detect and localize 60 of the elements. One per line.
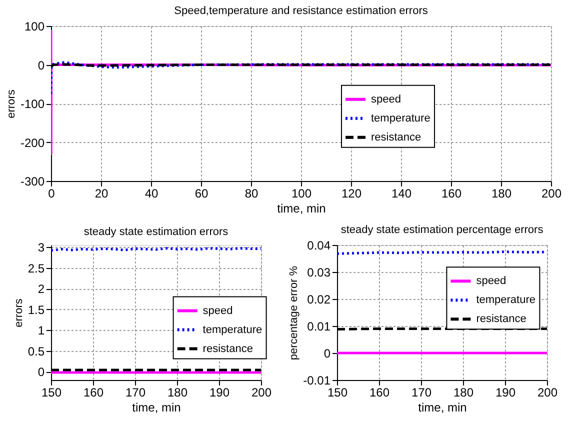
y-tick-label: 0.01 bbox=[307, 320, 331, 334]
x-tick-label: 190 bbox=[495, 386, 516, 400]
y-tick-label: 0 bbox=[324, 346, 331, 360]
x-axis-title: time, min bbox=[132, 400, 181, 414]
x-tick-label: 80 bbox=[244, 186, 258, 200]
x-tick-label: 170 bbox=[125, 386, 146, 400]
y-tick-label: 0 bbox=[38, 365, 45, 380]
chart-title: steady state estimation errors bbox=[84, 226, 229, 238]
y-tick-label: 0.02 bbox=[307, 292, 331, 306]
legend-label: speed bbox=[202, 304, 233, 317]
x-tick-label: 160 bbox=[441, 186, 462, 200]
x-tick-label: 150 bbox=[41, 386, 62, 400]
x-tick-label: 200 bbox=[251, 386, 272, 400]
y-tick-label: 3 bbox=[38, 240, 45, 255]
y-axis-title: percentage error % bbox=[288, 266, 300, 360]
x-tick-label: 180 bbox=[491, 186, 512, 200]
y-axis-title: errors bbox=[5, 89, 18, 118]
x-tick-label: 180 bbox=[167, 386, 188, 400]
x-tick-label: 0 bbox=[48, 186, 56, 200]
y-tick-label: 100 bbox=[24, 20, 45, 34]
legend-label: resistance bbox=[371, 131, 422, 144]
y-tick-label: -0.01 bbox=[303, 374, 331, 388]
x-tick-label: 20 bbox=[94, 186, 108, 200]
x-tick-label: 170 bbox=[411, 386, 432, 400]
chart-title: Speed,temperature and resistance estimation errors bbox=[174, 5, 428, 17]
x-tick-label: 140 bbox=[391, 186, 412, 200]
x-tick-label: 200 bbox=[537, 386, 558, 400]
x-tick-label: 200 bbox=[541, 186, 562, 200]
x-tick-label: 60 bbox=[194, 186, 208, 200]
legend-label: speed bbox=[371, 93, 401, 106]
x-tick-label: 180 bbox=[453, 386, 474, 400]
y-tick-label: 1 bbox=[38, 324, 45, 338]
x-tick-label: 160 bbox=[83, 386, 104, 400]
y-tick-label: 0.03 bbox=[307, 266, 331, 280]
y-tick-label: -200 bbox=[20, 136, 45, 150]
chart-title: steady state estimation percentage errors bbox=[340, 224, 544, 236]
y-tick-label: -300 bbox=[20, 174, 45, 188]
x-tick-label: 190 bbox=[209, 386, 230, 400]
y-tick-label: 0.04 bbox=[307, 238, 331, 252]
legend-label: temperature bbox=[371, 112, 430, 124]
y-tick-label: 2 bbox=[38, 282, 45, 296]
y-tick-label: 1.5 bbox=[28, 302, 45, 317]
y-tick-label: 2.5 bbox=[28, 261, 45, 276]
y-tick-label: 0.5 bbox=[28, 344, 45, 358]
legend-label: temperature bbox=[202, 324, 262, 336]
legend-label: resistance bbox=[202, 342, 253, 355]
x-tick-label: 100 bbox=[291, 186, 312, 200]
x-axis-title: time, min bbox=[418, 400, 467, 414]
y-tick-label: 0 bbox=[38, 58, 45, 72]
x-tick-label: 40 bbox=[144, 186, 158, 200]
legend-label: resistance bbox=[476, 313, 526, 326]
x-tick-label: 120 bbox=[341, 186, 362, 200]
legend-label: speed bbox=[476, 275, 506, 288]
legend-label: temperature bbox=[476, 294, 536, 306]
y-axis-title: errors bbox=[12, 298, 25, 328]
x-axis-title: time, min bbox=[277, 202, 326, 216]
line-series bbox=[51, 61, 551, 96]
x-tick-label: 150 bbox=[327, 386, 348, 400]
y-tick-label: -100 bbox=[20, 97, 45, 111]
x-tick-label: 160 bbox=[369, 386, 390, 400]
